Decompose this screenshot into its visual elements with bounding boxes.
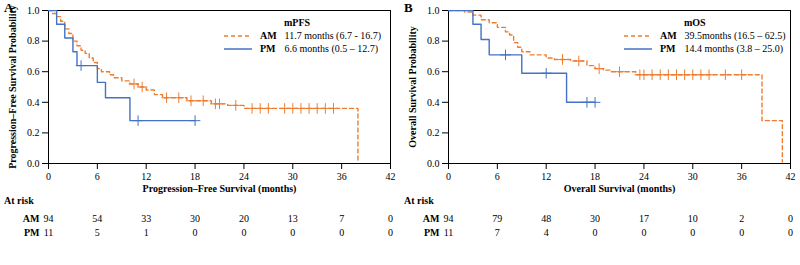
svg-text:6: 6 xyxy=(95,171,100,182)
svg-text:Overall Survival (months): Overall Survival (months) xyxy=(564,183,676,195)
svg-text:0.8: 0.8 xyxy=(27,35,40,46)
svg-text:79: 79 xyxy=(492,213,502,224)
svg-text:2: 2 xyxy=(739,213,744,224)
svg-text:5: 5 xyxy=(95,227,100,238)
svg-text:36: 36 xyxy=(337,171,347,182)
svg-text:0.0: 0.0 xyxy=(427,158,440,169)
svg-text:7: 7 xyxy=(495,227,500,238)
svg-text:24: 24 xyxy=(639,171,649,182)
svg-text:0: 0 xyxy=(290,227,295,238)
svg-text:42: 42 xyxy=(786,171,796,182)
svg-text:18: 18 xyxy=(190,171,200,182)
svg-text:1.0: 1.0 xyxy=(27,5,40,16)
svg-text:30: 30 xyxy=(688,171,698,182)
svg-text:0.8: 0.8 xyxy=(427,35,440,46)
svg-text:30: 30 xyxy=(190,213,200,224)
svg-text:0: 0 xyxy=(641,227,646,238)
svg-text:0: 0 xyxy=(46,171,51,182)
svg-text:0: 0 xyxy=(193,227,198,238)
svg-text:0: 0 xyxy=(593,227,598,238)
svg-text:Overall Survival Probability: Overall Survival Probability xyxy=(407,26,418,147)
svg-text:42: 42 xyxy=(386,171,396,182)
svg-text:12: 12 xyxy=(541,171,551,182)
svg-text:Progression–Free Survival Prob: Progression–Free Survival Probability xyxy=(7,5,18,169)
svg-text:4: 4 xyxy=(544,227,549,238)
svg-text:17: 17 xyxy=(639,213,649,224)
svg-text:0: 0 xyxy=(388,213,393,224)
svg-text:24: 24 xyxy=(239,171,249,182)
svg-text:36: 36 xyxy=(737,171,747,182)
svg-text:11: 11 xyxy=(44,227,54,238)
svg-text:0: 0 xyxy=(339,227,344,238)
svg-text:94: 94 xyxy=(44,213,54,224)
svg-text:0.4: 0.4 xyxy=(427,97,440,108)
svg-text:13: 13 xyxy=(288,213,298,224)
svg-text:30: 30 xyxy=(590,213,600,224)
svg-text:1: 1 xyxy=(144,227,149,238)
svg-text:0.2: 0.2 xyxy=(27,127,40,138)
svg-text:10: 10 xyxy=(688,213,698,224)
svg-text:48: 48 xyxy=(541,213,551,224)
svg-text:0: 0 xyxy=(690,227,695,238)
svg-text:33: 33 xyxy=(141,213,151,224)
svg-text:AM: AM xyxy=(423,213,440,224)
svg-text:11: 11 xyxy=(444,227,454,238)
svg-text:0: 0 xyxy=(788,213,793,224)
svg-text:Progression–Free Survival (mon: Progression–Free Survival (months) xyxy=(143,183,297,195)
svg-text:AM: AM xyxy=(23,213,40,224)
svg-text:20: 20 xyxy=(239,213,249,224)
svg-text:54: 54 xyxy=(92,213,102,224)
svg-text:0: 0 xyxy=(241,227,246,238)
svg-text:0: 0 xyxy=(446,171,451,182)
svg-text:94: 94 xyxy=(444,213,454,224)
svg-text:0: 0 xyxy=(739,227,744,238)
svg-text:0.6: 0.6 xyxy=(427,66,440,77)
svg-text:0: 0 xyxy=(388,227,393,238)
svg-text:0.0: 0.0 xyxy=(27,158,40,169)
svg-text:6: 6 xyxy=(495,171,500,182)
svg-text:0.2: 0.2 xyxy=(427,127,440,138)
svg-text:7: 7 xyxy=(339,213,344,224)
svg-text:30: 30 xyxy=(288,171,298,182)
svg-text:PM: PM xyxy=(24,227,40,238)
svg-text:PM: PM xyxy=(424,227,440,238)
svg-text:0.4: 0.4 xyxy=(27,97,40,108)
svg-text:0: 0 xyxy=(788,227,793,238)
svg-text:12: 12 xyxy=(141,171,151,182)
svg-text:1.0: 1.0 xyxy=(427,5,440,16)
svg-text:0.6: 0.6 xyxy=(27,66,40,77)
svg-text:18: 18 xyxy=(590,171,600,182)
